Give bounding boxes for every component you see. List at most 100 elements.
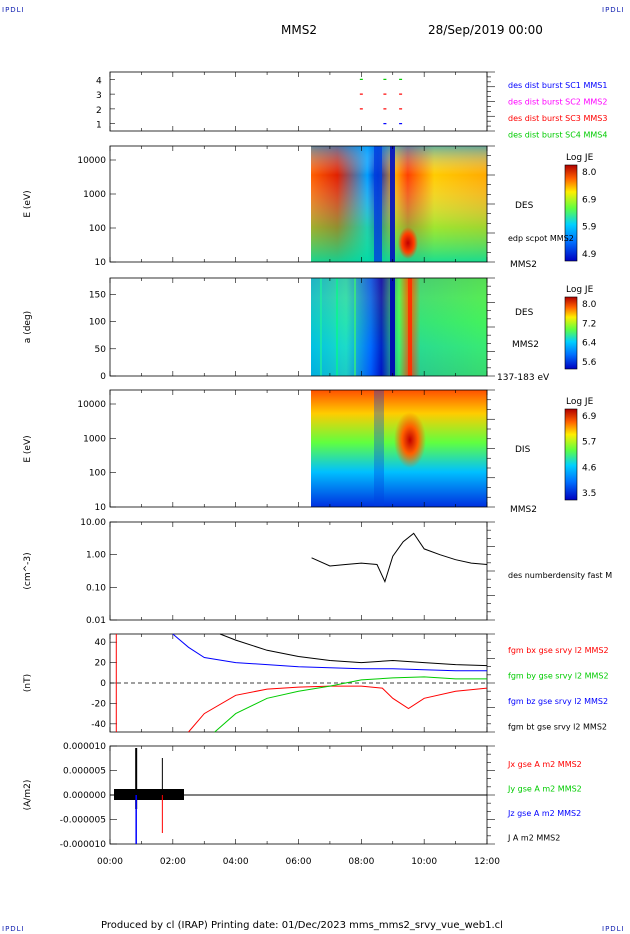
- colorbar-tick-label: 5.9: [582, 223, 597, 233]
- panel-right-label: MMS2: [510, 260, 537, 270]
- corner-label-br: IPDLI: [602, 925, 625, 933]
- bfield-line: [219, 633, 488, 667]
- y-tick-label: 10.00: [80, 518, 106, 528]
- y-tick-label: 0.000010: [63, 742, 106, 752]
- y-tick-label: 100: [89, 224, 106, 234]
- colorbar-tick-label: 3.5: [582, 489, 596, 499]
- colorbar-tick-label: 6.4: [582, 339, 597, 349]
- panel-right-label: MMS2: [510, 505, 537, 515]
- y-tick-label: 40: [95, 638, 107, 648]
- corner-label-tr: IPDLI: [602, 6, 625, 14]
- x-tick-label: 02:00: [160, 857, 186, 867]
- y-tick-label: -0.000010: [60, 840, 106, 850]
- colorbar-tick-label: 7.2: [582, 319, 596, 329]
- bfield-line: [214, 676, 487, 733]
- x-tick-label: 08:00: [348, 857, 374, 867]
- series-label: fgm bx gse srvy l2 MMS2: [508, 646, 609, 655]
- panel-right-label: DIS: [515, 445, 531, 455]
- colorbar-dis-energy: [564, 408, 578, 501]
- burst-legend-label: des dist burst SC2 MMS2: [508, 98, 607, 107]
- des-energy-spectrogram: [311, 146, 487, 262]
- panel-right-label: 137-183 eV: [497, 373, 550, 383]
- y-tick-label: 50: [95, 345, 107, 355]
- colorbar-tick-label: 5.6: [582, 358, 597, 368]
- burst-legend-label: des dist burst SC1 MMS1: [508, 81, 607, 90]
- x-tick-label: 12:00: [474, 857, 500, 867]
- colorbar-title: Log JE: [566, 285, 594, 295]
- y-axis-label: E (eV): [23, 190, 33, 217]
- burst-legend-label: des dist burst SC4 MMS4: [508, 131, 607, 140]
- current-noise-band: [114, 789, 184, 800]
- colorbar-des-energy: [564, 164, 578, 262]
- corner-label-bl: IPDLI: [2, 925, 25, 933]
- bfield-line: [172, 633, 487, 672]
- x-tick-label: 10:00: [411, 857, 437, 867]
- y-tick-label: 4: [96, 76, 102, 86]
- dis-energy-spectrogram: [311, 390, 487, 507]
- series-label: fgm bz gse srvy l2 MMS2: [508, 697, 608, 706]
- y-tick-label: 1.00: [86, 551, 106, 561]
- panel-right-label: edp scpot MMS2: [508, 234, 574, 243]
- y-tick-label: 10: [95, 503, 107, 513]
- y-tick-label: 0: [100, 372, 106, 382]
- y-tick-label: 0.10: [86, 583, 106, 593]
- colorbar-tick-label: 6.9: [582, 195, 597, 205]
- y-axis-label: (nT): [23, 674, 33, 692]
- series-label: Jx gse A m2 MMS2: [507, 760, 582, 769]
- series-label: fgm by gse srvy l2 MMS2: [508, 672, 609, 681]
- y-tick-label: -0.000005: [60, 816, 106, 826]
- colorbar-tick-label: 8.0: [582, 168, 597, 178]
- y-tick-label: 100: [89, 469, 106, 479]
- corner-label-tl: IPDLI: [2, 6, 25, 14]
- panel-frame: [109, 71, 488, 132]
- bfield-line: [188, 685, 488, 733]
- y-axis-label: (cm^-3): [23, 552, 33, 589]
- panel-frame: [109, 521, 488, 621]
- x-tick-label: 06:00: [286, 857, 312, 867]
- colorbar-tick-label: 4.6: [582, 463, 597, 473]
- colorbar-des-pitch: [564, 296, 578, 370]
- y-axis-label: a (deg): [23, 311, 33, 343]
- colorbar-tick-label: 6.9: [582, 412, 597, 422]
- y-tick-label: 10000: [77, 400, 106, 410]
- y-tick-label: 0.01: [86, 616, 106, 626]
- footer-credits: Produced by cl (IRAP) Printing date: 01/…: [101, 920, 503, 931]
- panel-right-label: DES: [515, 308, 534, 318]
- des-pitch-spectrogram: [311, 278, 487, 376]
- y-tick-label: 0.000000: [63, 791, 106, 801]
- y-tick-label: 1: [96, 121, 102, 131]
- y-tick-label: 2: [96, 106, 102, 116]
- y-tick-label: 1000: [83, 434, 106, 444]
- panel-right-label: DES: [515, 201, 534, 211]
- panel-right-label: MMS2: [512, 340, 539, 350]
- y-tick-label: 20: [95, 659, 107, 669]
- y-tick-label: 1000: [83, 190, 106, 200]
- density-line: [311, 532, 488, 583]
- series-label: des numberdensity fast M: [508, 571, 612, 580]
- colorbar-title: Log JE: [566, 397, 594, 407]
- series-label: fgm bt gse srvy l2 MMS2: [508, 723, 607, 732]
- y-axis-label: (A/m2): [23, 780, 33, 811]
- colorbar-tick-label: 4.9: [582, 250, 597, 260]
- colorbar-tick-label: 5.7: [582, 438, 596, 448]
- y-tick-label: 150: [89, 290, 106, 300]
- spacecraft-title: MMS2: [281, 23, 317, 37]
- y-tick-label: -40: [91, 720, 106, 730]
- series-label: J A m2 MMS2: [507, 834, 560, 843]
- series-label: Jy gse A m2 MMS2: [507, 785, 582, 794]
- x-tick-label: 00:00: [97, 857, 123, 867]
- y-tick-label: 3: [96, 91, 102, 101]
- colorbar-tick-label: 8.0: [582, 300, 597, 310]
- burst-legend-label: des dist burst SC3 MMS3: [508, 114, 607, 123]
- y-tick-label: 10000: [77, 156, 106, 166]
- y-tick-label: 0: [100, 679, 106, 689]
- y-tick-label: 10: [95, 258, 107, 268]
- y-tick-label: 100: [89, 318, 106, 328]
- colorbar-title: Log JE: [566, 153, 594, 163]
- y-axis-label: E (eV): [23, 435, 33, 462]
- x-tick-label: 04:00: [223, 857, 249, 867]
- datetime-title: 28/Sep/2019 00:00: [428, 23, 543, 37]
- y-tick-label: -20: [91, 699, 106, 709]
- series-label: Jz gse A m2 MMS2: [507, 809, 581, 818]
